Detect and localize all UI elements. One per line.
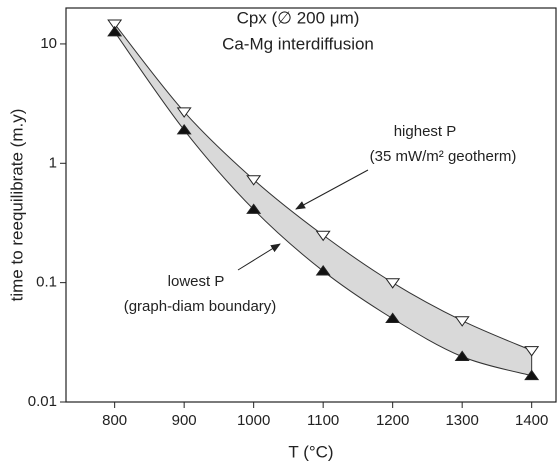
annotation: highest P xyxy=(394,123,457,140)
range-band xyxy=(114,22,533,377)
marker xyxy=(524,346,540,357)
marker xyxy=(176,123,192,135)
marker xyxy=(107,25,123,37)
annotation: lowest P xyxy=(168,273,225,290)
x-tick-label: 800 xyxy=(102,412,127,429)
marker xyxy=(315,265,331,276)
x-tick-label: 1200 xyxy=(376,412,409,429)
x-tick-label: 1100 xyxy=(307,412,339,429)
y-axis-label: time to reequilibrate (m.y) xyxy=(7,109,26,302)
marker xyxy=(246,203,262,214)
chart-subtitle: Ca-Mg interdiffusion xyxy=(222,34,374,53)
x-tick-label: 900 xyxy=(172,412,197,429)
marker xyxy=(454,316,470,327)
marker xyxy=(315,230,331,242)
annotation: (graph-diam boundary) xyxy=(124,298,277,315)
annotation: (35 mW/m² geotherm) xyxy=(370,148,517,165)
marker xyxy=(385,312,401,323)
y-tick-label: 10 xyxy=(40,35,57,52)
annotation-arrow xyxy=(237,243,281,271)
marker xyxy=(385,278,401,289)
chart-title: Cpx (∅ 200 μm) xyxy=(237,8,360,27)
y-tick-label: 0.1 xyxy=(36,274,57,291)
annotation-arrow xyxy=(295,169,369,210)
marker xyxy=(524,369,540,381)
plot-frame xyxy=(65,7,557,403)
marker xyxy=(107,19,123,31)
y-tick-label: 1 xyxy=(49,154,57,171)
marker xyxy=(246,175,262,186)
marker xyxy=(454,350,470,362)
x-tick-label: 1400 xyxy=(515,412,548,429)
plot-area xyxy=(107,19,540,381)
x-tick-label: 1300 xyxy=(445,412,478,429)
y-tick-label: 0.01 xyxy=(28,393,57,410)
x-tick-label: 1000 xyxy=(237,412,270,429)
marker xyxy=(176,107,192,118)
x-axis-label: T (°C) xyxy=(288,442,333,461)
